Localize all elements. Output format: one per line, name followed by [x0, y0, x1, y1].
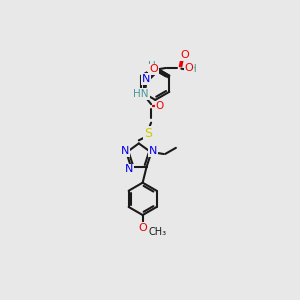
Text: N: N — [142, 74, 150, 84]
Text: O: O — [155, 101, 164, 112]
Text: H: H — [148, 61, 156, 71]
Text: S: S — [144, 127, 152, 140]
Text: HN: HN — [134, 89, 149, 99]
Text: O: O — [180, 50, 189, 60]
Text: N: N — [121, 146, 129, 156]
Text: O: O — [149, 64, 158, 74]
Text: O: O — [138, 223, 147, 233]
Text: N: N — [148, 146, 157, 156]
Text: H: H — [189, 64, 197, 74]
Text: N: N — [124, 164, 133, 174]
Text: CH₃: CH₃ — [149, 227, 167, 237]
Text: O: O — [185, 63, 194, 73]
